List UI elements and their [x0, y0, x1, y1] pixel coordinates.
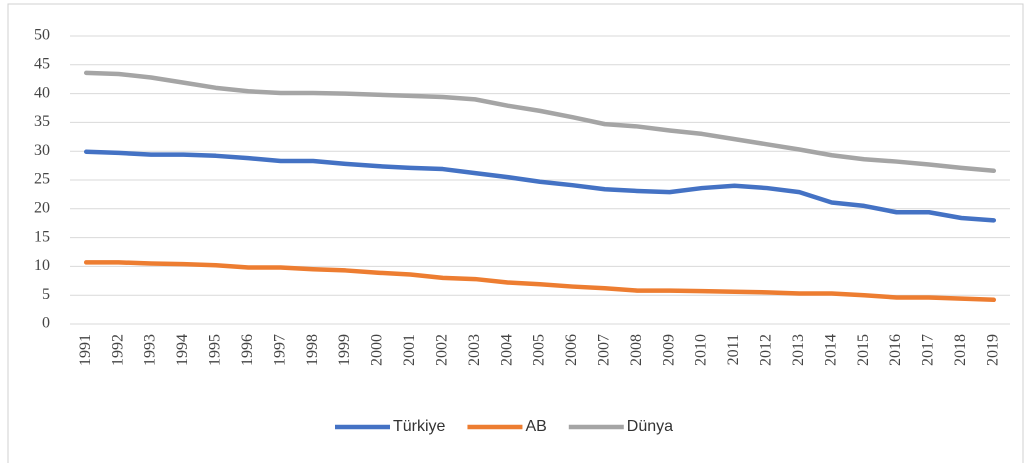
x-tick-label: 2002 — [433, 334, 450, 366]
x-tick-label: 2017 — [920, 334, 937, 366]
y-tick-label: 50 — [34, 27, 50, 44]
x-tick-label: 2018 — [952, 334, 969, 366]
x-tick-label: 2005 — [531, 334, 548, 366]
x-tick-label: 2001 — [401, 334, 418, 366]
y-tick-label: 25 — [34, 171, 50, 188]
frame — [7, 3, 1024, 463]
x-tick-label: 1995 — [207, 334, 224, 366]
x-tick-label: 2016 — [887, 334, 904, 366]
x-tick-label: 2004 — [498, 334, 515, 366]
y-tick-label: 20 — [34, 199, 50, 216]
y-tick-label: 0 — [42, 315, 50, 332]
x-tick-label: 1993 — [142, 334, 159, 366]
x-tick-label: 1998 — [304, 334, 321, 366]
y-tick-label: 15 — [34, 228, 50, 245]
y-tick-label: 40 — [34, 84, 50, 101]
x-tick-label: 2013 — [790, 334, 807, 366]
y-tick-label: 35 — [34, 113, 50, 130]
line — [83, 149, 997, 223]
y-tick-label: 10 — [34, 257, 50, 274]
x-tick-label: 1992 — [109, 334, 126, 366]
x-tick-label: 2015 — [855, 334, 872, 366]
x-tick-label: 2010 — [693, 334, 710, 366]
line — [83, 260, 997, 303]
x-tick-label: 2000 — [369, 334, 386, 366]
legend-label: Dünya — [627, 418, 673, 435]
x-tick-label: 1991 — [77, 334, 94, 366]
x-tick-label: 2006 — [563, 334, 580, 366]
x-tick-label: 2019 — [984, 334, 1001, 366]
x-tick-label: 2007 — [595, 334, 612, 366]
x-tick-label: 2003 — [466, 334, 483, 366]
x-tick-label: 1997 — [271, 334, 288, 366]
y-tick-label: 5 — [42, 286, 50, 303]
y-tick-label: 45 — [34, 55, 50, 72]
x-tick-label: 2011 — [725, 334, 742, 365]
x-tick-label: 2008 — [628, 334, 645, 366]
x-tick-label: 2012 — [758, 334, 775, 366]
x-tick-label: 2014 — [822, 334, 839, 366]
x-tick-label: 1996 — [239, 334, 256, 366]
x-tick-label: 1994 — [174, 334, 191, 366]
x-tick-label: 2009 — [660, 334, 677, 366]
legend-label: AB — [525, 418, 546, 435]
line — [83, 70, 997, 174]
y-tick-label: 30 — [34, 142, 50, 159]
x-tick-label: 1999 — [336, 334, 353, 366]
legend-label: Türkiye — [393, 418, 446, 435]
